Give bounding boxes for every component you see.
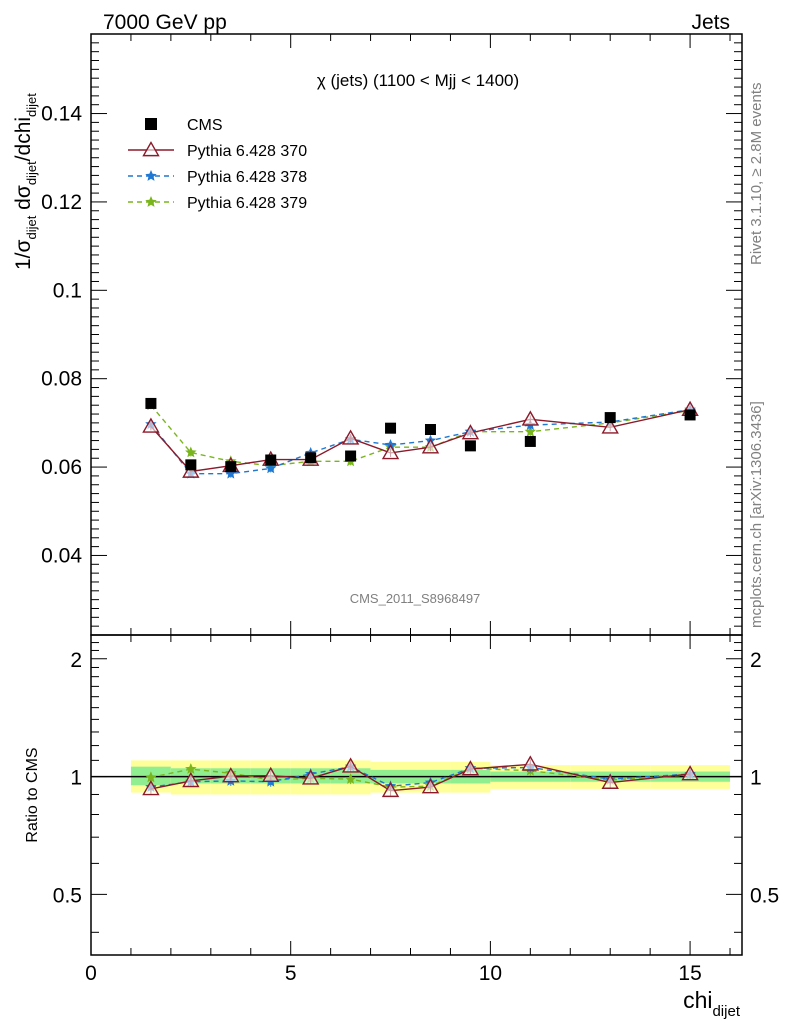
- ratio-point-p370: [381, 781, 400, 798]
- ratio-point-p370: [461, 760, 480, 776]
- data-point-p370: [381, 444, 400, 460]
- mcplots-credit-label: mcplots.cern.ch [arXiv:1306.3436]: [748, 401, 765, 628]
- ratio-tick-label: 1: [70, 767, 82, 790]
- ratio-point-p379: [344, 773, 357, 784]
- series-line-p378: [150, 408, 691, 475]
- data-point-p370: [421, 438, 440, 454]
- ratio-tick-label: 2: [70, 649, 82, 672]
- ratio-point-p370: [601, 773, 619, 789]
- legend-label-p370: Pythia 6.428 370: [187, 143, 307, 160]
- x-tick-label: 10: [479, 962, 502, 985]
- ratio-ylabel: Ratio to CMS: [24, 747, 41, 842]
- ratio-point-p370: [681, 765, 699, 781]
- legend-marker-p378: [145, 170, 157, 181]
- y-tick-label: 0.06: [41, 456, 82, 479]
- data-point-p379: [524, 425, 536, 437]
- ratio-point-p370: [262, 766, 280, 783]
- data-point-p378: [265, 462, 277, 474]
- ratio-point-p379: [145, 771, 157, 783]
- main-ylabel: 1/σdijet dσdijet/dchidijet: [12, 93, 39, 270]
- process-label: Jets: [691, 11, 730, 34]
- plot-title: χ (jets) (1100 < Mjj < 1400): [317, 71, 519, 90]
- data-point-p370: [601, 418, 619, 434]
- ratio-point-p370: [222, 767, 240, 783]
- ratio-tick-label-right: 2: [750, 649, 762, 672]
- main-plot-panel: 0.04 0.06 0.08 0.1 0.12 0.14: [41, 33, 743, 636]
- ratio-point-p370: [521, 755, 540, 771]
- x-tick-label: 5: [285, 962, 297, 985]
- data-point-cms: [225, 461, 237, 473]
- ratio-tick-label-right: 1: [750, 767, 762, 790]
- ratio-point-p370: [421, 778, 440, 794]
- series-line-p379: [150, 404, 691, 467]
- y-tick-label: 0.04: [41, 544, 82, 567]
- data-point-cms: [424, 424, 436, 436]
- data-point-p370: [142, 417, 160, 433]
- data-point-cms: [265, 454, 277, 466]
- data-point-p370: [461, 424, 480, 440]
- x-axis-label: chidijet: [683, 987, 741, 1020]
- data-point-p378: [225, 467, 237, 479]
- legend: CMS Pythia 6.428 370 Pythia 6.428 378 Pythi…: [128, 117, 307, 212]
- data-point-cms: [305, 452, 317, 464]
- series-line-p370: [150, 408, 691, 473]
- legend-marker-cms: [145, 118, 157, 130]
- ratio-line-p379: [150, 767, 691, 788]
- ratio-line-p370: [150, 763, 691, 792]
- ratio-point-p370: [142, 779, 160, 796]
- x-tick-label: 0: [85, 962, 97, 985]
- energy-label: 7000 GeV pp: [103, 11, 227, 34]
- ratio-plot-frame: [90, 634, 743, 956]
- ratio-point-p370: [182, 771, 200, 788]
- legend-marker-p379: [145, 196, 157, 207]
- data-point-cms: [385, 422, 397, 434]
- legend-marker-p370: [142, 141, 160, 157]
- y-tick-label: 0.1: [53, 279, 82, 302]
- data-point-cms: [604, 412, 616, 424]
- data-point-cms: [524, 435, 536, 447]
- data-point-p379: [185, 446, 197, 458]
- ratio-point-p379: [185, 763, 197, 774]
- y-tick-label: 0.08: [41, 368, 82, 391]
- ratio-plot-panel: 0 5 10 15 0.5 0.5 1 1 2 2: [53, 634, 779, 985]
- data-point-cms: [185, 459, 197, 471]
- ratio-series-layer: [142, 755, 699, 798]
- data-point-cms: [464, 440, 476, 452]
- data-point-cms: [345, 450, 357, 462]
- legend-label-p378: Pythia 6.428 378: [187, 169, 307, 186]
- data-point-cms: [684, 409, 696, 421]
- ratio-tick-label-right: 0.5: [750, 884, 779, 907]
- data-point-cms: [145, 397, 157, 409]
- analysis-watermark: CMS_2011_S8968497: [350, 591, 481, 606]
- data-point-p370: [182, 462, 200, 478]
- data-point-p370: [521, 410, 540, 426]
- main-series-layer: [142, 397, 699, 479]
- y-tick-label: 0.12: [41, 191, 82, 214]
- y-tick-label: 0.14: [41, 103, 82, 126]
- ratio-tick-label: 0.5: [53, 884, 82, 907]
- main-axis-ticks: 0.04 0.06 0.08 0.1 0.12 0.14: [41, 33, 742, 636]
- x-tick-label: 15: [678, 962, 701, 985]
- ratio-point-p370: [301, 769, 320, 785]
- ratio-point-p370: [341, 757, 360, 773]
- legend-label-cms: CMS: [187, 117, 223, 134]
- data-point-p370: [341, 429, 360, 445]
- ratio-axis-ticks: 0 5 10 15 0.5 0.5 1 1 2 2: [53, 635, 779, 985]
- legend-label-p379: Pythia 6.428 379: [187, 195, 307, 212]
- rivet-version-label: Rivet 3.1.10, ≥ 2.8M events: [748, 83, 765, 266]
